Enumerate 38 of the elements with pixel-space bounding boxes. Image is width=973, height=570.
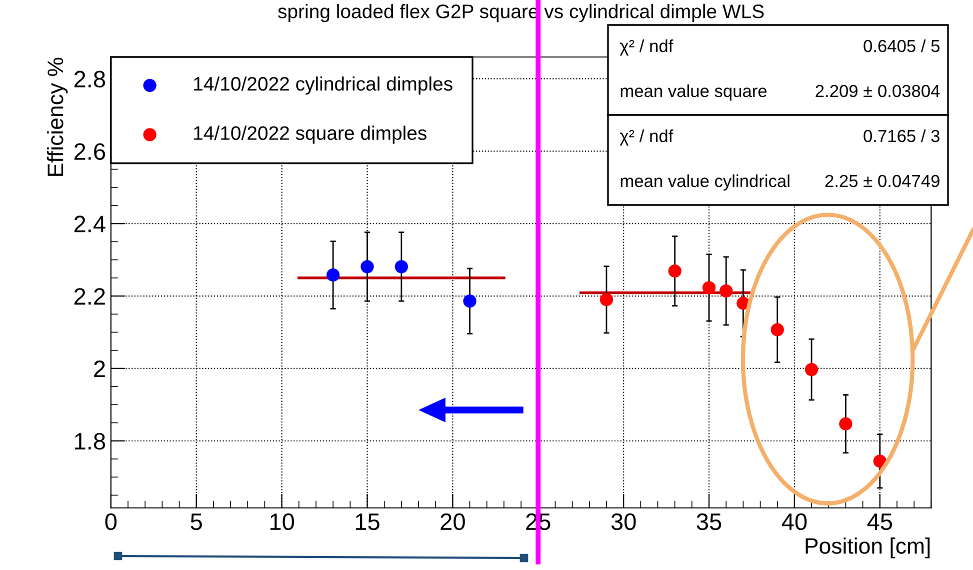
x-axis-title: Position [cm] xyxy=(806,538,930,558)
y-tick-label: 2.4 xyxy=(74,216,106,232)
x-tick-label: 45 xyxy=(867,514,892,530)
x-tick-label: 15 xyxy=(356,514,380,530)
annotation: χ² / ndf xyxy=(620,129,674,146)
x-tick-label: 0 xyxy=(105,513,117,530)
annotation: 2.25 ± 0.04749 xyxy=(825,174,940,188)
y-tick-label: 2.8 xyxy=(74,70,106,88)
text: χ² / ndf xyxy=(620,39,674,56)
annotation: mean value square xyxy=(620,84,767,101)
point xyxy=(600,293,614,306)
annotation: 0.7165 / 3 xyxy=(864,129,940,142)
point xyxy=(326,268,340,282)
legend-label: 14/10/2022 square dimples xyxy=(194,126,426,144)
text: 0.6405 / 5 xyxy=(864,39,940,52)
point xyxy=(804,362,818,376)
point xyxy=(839,417,852,430)
x-tick-label: 35 xyxy=(696,513,722,530)
x-tick-label: 20 xyxy=(440,513,465,530)
y-tick-label: 2.2 xyxy=(74,288,105,305)
annotation: 2.209 ± 0.03804 xyxy=(816,84,940,98)
point xyxy=(770,323,784,336)
y-tick-label: 2 xyxy=(94,360,105,377)
point xyxy=(360,260,374,274)
point xyxy=(720,284,733,298)
x-tick-label: 10 xyxy=(270,513,294,530)
legend-label: 14/10/2022 cylindrical dimples xyxy=(194,76,452,95)
y-axis-title: Efficiency % xyxy=(46,58,68,176)
x-tick-label: 5 xyxy=(190,514,202,530)
y-tick-label: 2.6 xyxy=(74,143,106,160)
y-tick-label: 1.8 xyxy=(75,432,106,450)
point xyxy=(394,260,408,274)
point xyxy=(702,281,716,294)
point xyxy=(463,294,476,308)
x-tick-label: 40 xyxy=(782,513,807,530)
annotation: mean value cylindrical xyxy=(620,174,790,191)
point xyxy=(668,264,682,278)
x-tick-label: 30 xyxy=(611,513,636,530)
